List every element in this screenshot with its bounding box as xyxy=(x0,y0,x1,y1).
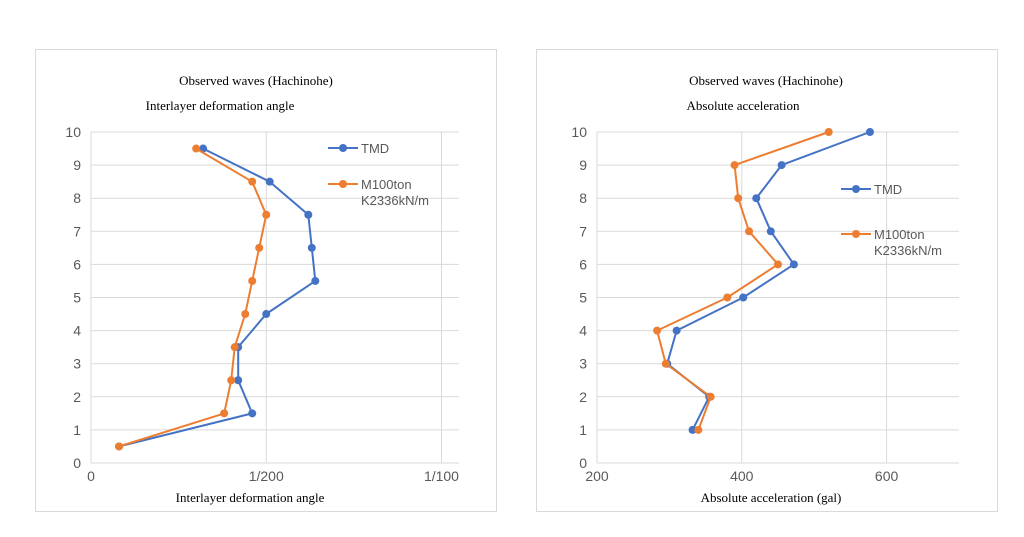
data-point xyxy=(865,128,874,136)
legend-label: M100ton xyxy=(874,227,925,242)
legend-label: K2336kN/m xyxy=(874,243,942,258)
data-point xyxy=(653,326,662,335)
y-tick-label: 1 xyxy=(579,422,587,438)
chart-title: Observed waves (Hachinohe) xyxy=(179,73,333,88)
data-point xyxy=(745,227,754,236)
legend-label: TMD xyxy=(361,141,389,156)
data-point xyxy=(234,376,243,385)
y-tick-label: 5 xyxy=(579,290,587,306)
data-point xyxy=(789,260,798,269)
y-tick-label: 8 xyxy=(579,190,587,206)
data-point xyxy=(694,425,703,434)
data-point xyxy=(752,194,761,203)
legend-label: M100ton xyxy=(361,177,412,192)
data-point xyxy=(241,310,250,319)
data-point xyxy=(739,293,748,302)
y-tick-label: 6 xyxy=(73,256,81,272)
legend-swatch-marker xyxy=(339,180,347,188)
y-tick-label: 0 xyxy=(579,455,587,471)
data-point xyxy=(248,409,257,418)
data-point xyxy=(688,425,697,434)
chart-subtitle: Absolute acceleration xyxy=(687,98,800,113)
y-tick-label: 3 xyxy=(73,356,81,372)
data-point xyxy=(706,392,715,401)
y-tick-label: 7 xyxy=(73,223,81,239)
data-point xyxy=(730,161,739,170)
series-line-1 xyxy=(656,131,830,431)
y-tick-label: 8 xyxy=(73,190,81,206)
data-point xyxy=(248,276,257,285)
data-point xyxy=(248,177,257,186)
series-line-1 xyxy=(118,147,268,448)
x-axis-label: Absolute acceleration (gal) xyxy=(701,490,842,505)
y-tick-label: 5 xyxy=(73,290,81,306)
y-tick-label: 1 xyxy=(73,422,81,438)
y-tick-label: 10 xyxy=(65,124,81,140)
data-point xyxy=(777,161,786,170)
x-tick-label: 400 xyxy=(730,468,754,484)
legend-label: K2336kN/m xyxy=(361,193,429,208)
deformation-angle-chart: Observed waves (Hachinohe) Interlayer de… xyxy=(65,73,459,505)
data-point xyxy=(766,227,775,236)
data-point xyxy=(304,210,313,219)
chart-title: Observed waves (Hachinohe) xyxy=(689,73,843,88)
y-tick-label: 9 xyxy=(579,157,587,173)
series-line-0 xyxy=(666,131,871,431)
x-axis-label: Interlayer deformation angle xyxy=(176,490,325,505)
legend-label: TMD xyxy=(874,182,902,197)
y-tick-label: 10 xyxy=(571,124,587,140)
data-point xyxy=(115,442,124,451)
y-tick-label: 2 xyxy=(579,389,587,405)
data-point xyxy=(227,376,236,385)
data-point xyxy=(220,409,229,418)
y-tick-label: 2 xyxy=(73,389,81,405)
legend-swatch-marker xyxy=(852,185,860,193)
data-point xyxy=(262,210,271,219)
series-line-0 xyxy=(118,147,317,448)
data-point xyxy=(262,310,271,319)
chart-panel-absolute-acceleration: Observed waves (Hachinohe) Absolute acce… xyxy=(536,49,998,512)
absolute-acceleration-chart: Observed waves (Hachinohe) Absolute acce… xyxy=(571,73,959,505)
x-tick-label: 600 xyxy=(875,468,899,484)
legend-swatch-marker xyxy=(339,144,347,152)
x-tick-label: 1/200 xyxy=(249,468,284,484)
y-tick-label: 4 xyxy=(579,323,587,339)
data-point xyxy=(192,144,201,153)
y-tick-label: 7 xyxy=(579,223,587,239)
data-point xyxy=(734,194,743,203)
data-point xyxy=(824,128,833,136)
data-point xyxy=(774,260,782,269)
data-point xyxy=(255,243,264,252)
y-tick-label: 4 xyxy=(73,323,81,339)
y-tick-label: 0 xyxy=(73,455,81,471)
data-point xyxy=(265,177,274,186)
data-point xyxy=(311,276,320,285)
chart-panel-deformation-angle: Observed waves (Hachinohe) Interlayer de… xyxy=(35,49,497,512)
y-tick-label: 3 xyxy=(579,356,587,372)
data-point xyxy=(230,343,239,352)
x-tick-label: 200 xyxy=(585,468,609,484)
data-point xyxy=(661,359,670,368)
data-point xyxy=(307,243,316,252)
chart-subtitle: Interlayer deformation angle xyxy=(146,98,295,113)
legend-swatch-marker xyxy=(852,230,860,238)
x-tick-label: 1/100 xyxy=(424,468,459,484)
y-tick-label: 9 xyxy=(73,157,81,173)
data-point xyxy=(672,326,681,335)
data-point xyxy=(723,293,732,302)
x-tick-label: 0 xyxy=(87,468,95,484)
y-tick-label: 6 xyxy=(579,256,587,272)
